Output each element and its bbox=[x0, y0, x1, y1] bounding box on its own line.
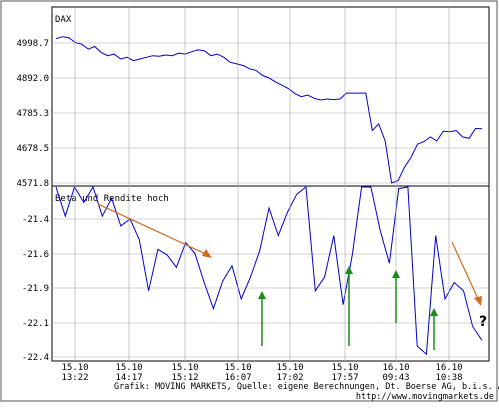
x-tick-day: 15.10 bbox=[331, 363, 358, 373]
y-tick-label: 4571.8 bbox=[16, 179, 49, 189]
x-tick-day: 16.10 bbox=[435, 363, 462, 373]
trend-arrow-down-1 bbox=[97, 203, 212, 258]
x-tick-day: 16.10 bbox=[382, 363, 409, 373]
x-tick-time: 17:57 bbox=[331, 373, 358, 383]
y-tick-label: -21.9 bbox=[22, 284, 49, 294]
y-tick-label: -21.6 bbox=[22, 250, 49, 260]
x-tick-time: 10:38 bbox=[435, 373, 462, 383]
upper-series-label: DAX bbox=[55, 15, 72, 25]
beta-line bbox=[55, 185, 483, 356]
x-tick-time: 15:12 bbox=[171, 373, 198, 383]
x-tick-time: 16:07 bbox=[224, 373, 251, 383]
y-tick-label: -21.4 bbox=[22, 215, 49, 225]
y-tick-label: 4785.3 bbox=[16, 109, 49, 119]
up-arrow-2 bbox=[345, 266, 353, 346]
x-tick-time: 13:22 bbox=[61, 373, 88, 383]
y-tick-label: -22.1 bbox=[22, 319, 49, 329]
question-mark: ? bbox=[479, 314, 487, 330]
upper-y-axis: 4998.7 4892.0 4785.3 4678.5 4571.8 bbox=[16, 39, 489, 189]
up-arrow-4 bbox=[430, 308, 438, 350]
x-tick-day: 15.10 bbox=[115, 363, 142, 373]
x-tick-day: 15.10 bbox=[276, 363, 303, 373]
plot-border bbox=[51, 6, 490, 362]
footer-url: http://www.movingmarkets.de bbox=[356, 392, 494, 402]
y-tick-label: 4998.7 bbox=[16, 39, 49, 49]
y-tick-label: 4892.0 bbox=[16, 74, 49, 84]
x-axis: 15.1013:2215.1014:1715.1015:1215.1016:07… bbox=[61, 7, 463, 383]
x-tick-time: 14:17 bbox=[115, 373, 142, 383]
up-arrow-3 bbox=[392, 270, 400, 323]
dax-line bbox=[55, 36, 483, 184]
y-tick-label: 4678.5 bbox=[16, 144, 49, 154]
footer-source: Grafik: MOVING MARKETS, Quelle: eigene B… bbox=[114, 382, 499, 392]
x-tick-day: 15.10 bbox=[224, 363, 251, 373]
lower-y-axis: -21.4 -21.6 -21.9 -22.1 -22.4 bbox=[22, 215, 489, 363]
x-tick-day: 15.10 bbox=[61, 363, 88, 373]
x-tick-time: 09:43 bbox=[382, 373, 409, 383]
x-tick-day: 15.10 bbox=[171, 363, 198, 373]
y-tick-label: -22.4 bbox=[22, 353, 49, 363]
trend-arrow-down-2 bbox=[451, 241, 482, 306]
up-arrow-1 bbox=[258, 291, 266, 346]
x-tick-time: 17:02 bbox=[276, 373, 303, 383]
